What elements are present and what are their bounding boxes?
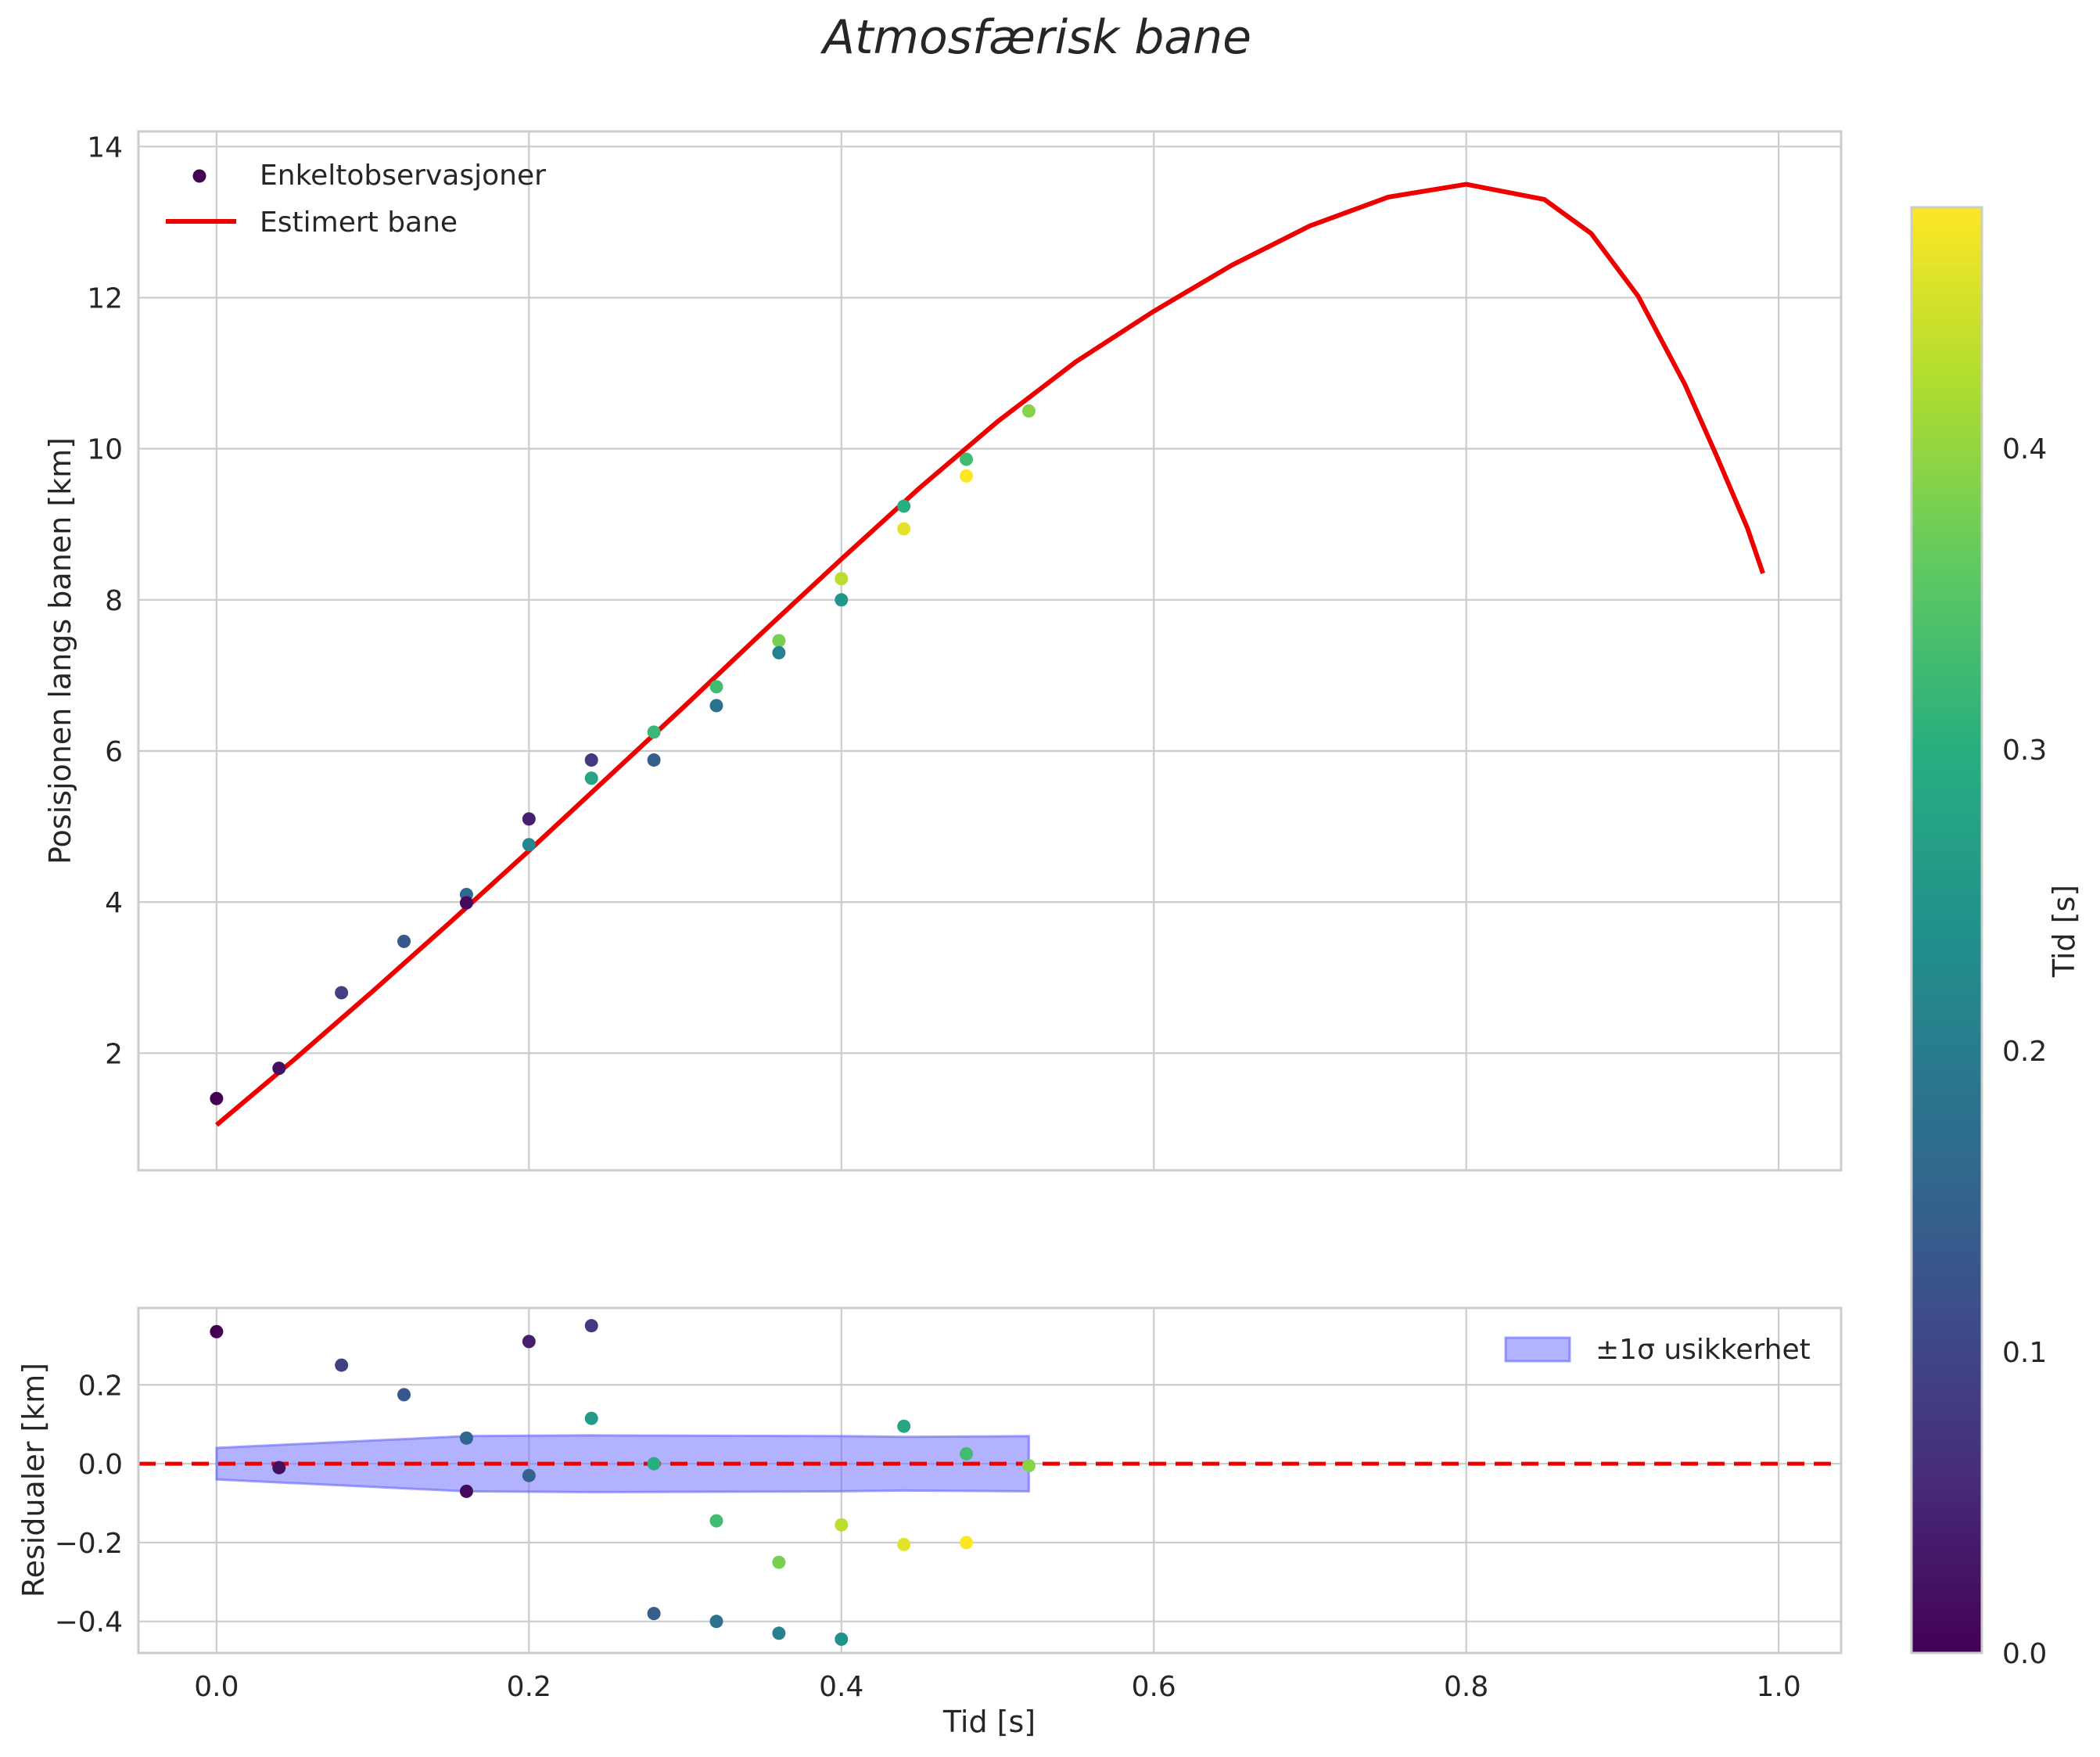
observation-points: [210, 404, 1036, 1105]
observation-point: [709, 699, 723, 713]
colorbar-tick-label: 0.4: [2002, 433, 2047, 465]
observation-point: [335, 986, 349, 1000]
legend-marker-observations: [192, 169, 206, 183]
residual-point: [397, 1388, 411, 1402]
top-y-tick-label: 10: [87, 434, 123, 466]
x-tick-label: 0.8: [1444, 1671, 1488, 1703]
bottom-y-tick-label: −0.4: [55, 1607, 123, 1639]
residual-point: [835, 1518, 849, 1532]
residual-point: [647, 1607, 661, 1621]
residual-point: [522, 1335, 536, 1349]
residual-point: [584, 1411, 598, 1425]
observation-point: [835, 572, 849, 586]
residual-point: [647, 1457, 661, 1471]
colorbar-gradient: [1910, 206, 1983, 1655]
colorbar-tick-label: 0.3: [2002, 735, 2047, 767]
observation-point: [897, 499, 911, 513]
legend-label-band: ±1σ usikkerhet: [1596, 1334, 1811, 1366]
observation-point: [709, 680, 723, 694]
colorbar-tick-label: 0.1: [2002, 1337, 2047, 1369]
observation-point: [522, 838, 536, 852]
residual-point: [960, 1446, 974, 1461]
top-y-tick-label: 14: [87, 131, 123, 163]
bottom-y-tick-labels: −0.4 −0.2 0.0 0.2: [55, 1370, 123, 1638]
x-tick-labels: 0.0 0.2 0.4 0.6 0.8 1.0: [194, 1671, 1801, 1703]
top-y-tick-labels: 2 4 6 8 10 12 14: [87, 131, 123, 1070]
observation-point: [584, 753, 598, 767]
colorbar-tick-label: 0.0: [2002, 1638, 2047, 1670]
bottom-y-tick-label: 0.0: [78, 1449, 123, 1481]
top-y-tick-label: 2: [105, 1038, 123, 1070]
residual-point: [772, 1626, 786, 1640]
x-tick-label: 0.2: [507, 1671, 551, 1703]
residual-point: [522, 1468, 536, 1482]
top-y-tick-label: 4: [105, 887, 123, 919]
colorbar-tick-labels: 0.0 0.1 0.2 0.3 0.4: [2002, 433, 2047, 1670]
bottom-axes-frame: [137, 1306, 1843, 1655]
residual-point: [897, 1419, 911, 1433]
top-y-tick-label: 12: [87, 282, 123, 314]
bottom-y-tick-label: 0.2: [78, 1370, 123, 1402]
observation-point: [397, 934, 411, 948]
estimated-trajectory-line: [214, 181, 1765, 1127]
observation-point: [584, 771, 598, 785]
colorbar-tick-label: 0.2: [2002, 1036, 2047, 1068]
observation-point: [647, 725, 661, 739]
residual-point: [835, 1632, 849, 1646]
observation-point: [960, 469, 974, 483]
bottom-y-tick-label: −0.2: [55, 1528, 123, 1560]
top-axes-frame: [137, 130, 1843, 1172]
x-axis-label: Tid [s]: [942, 1705, 1036, 1739]
residual-point: [960, 1536, 974, 1550]
bottom-legend: ±1σ usikkerhet: [1504, 1334, 1811, 1366]
residual-point: [210, 1324, 224, 1338]
chart-title: Atmosfærisk bane: [820, 10, 1251, 65]
residual-point: [459, 1431, 473, 1445]
legend-marker-band: [1504, 1336, 1571, 1363]
residual-point: [897, 1537, 911, 1551]
residual-point: [272, 1461, 286, 1475]
observation-point: [522, 812, 536, 826]
residual-point: [335, 1358, 349, 1372]
top-y-tick-label: 6: [105, 736, 123, 768]
residual-point: [1021, 1459, 1036, 1473]
x-tick-label: 0.0: [194, 1671, 239, 1703]
observation-point: [772, 645, 786, 659]
observation-point: [210, 1091, 224, 1105]
residual-point: [709, 1615, 723, 1629]
top-y-tick-label: 8: [105, 585, 123, 617]
observation-point: [960, 452, 974, 466]
residual-point: [772, 1555, 786, 1569]
observation-point: [1021, 404, 1036, 418]
x-tick-label: 0.4: [819, 1671, 863, 1703]
observation-point: [647, 753, 661, 767]
top-y-axis-label: Posisjonen langs banen [km]: [43, 437, 77, 864]
top-legend: Enkeltobservasjoner Estimert bane: [166, 160, 546, 239]
x-tick-label: 1.0: [1756, 1671, 1800, 1703]
observation-point: [897, 522, 911, 536]
top-grid: [138, 131, 1841, 1170]
residual-point: [459, 1484, 473, 1498]
trajectory-panel: 2 4 6 8 10 12 14 Posisjonen langs banen [km] E…: [43, 130, 1843, 1172]
colorbar: 0.0 0.1 0.2 0.3 0.4 Tid [s]: [1910, 206, 2081, 1670]
residual-point: [584, 1319, 598, 1333]
observation-point: [772, 634, 786, 648]
x-tick-label: 0.6: [1132, 1671, 1176, 1703]
bottom-y-axis-label: Residualer [km]: [16, 1363, 51, 1597]
residual-points: [210, 1319, 1036, 1646]
observation-point: [459, 896, 473, 910]
legend-label-estimated: Estimert bane: [260, 207, 458, 239]
observation-point: [272, 1062, 286, 1076]
residual-panel: −0.4 −0.2 0.0 0.2 0.0 0.2 0.4 0.6 0.8 1.0 Residu…: [16, 1306, 1843, 1739]
residual-point: [709, 1514, 723, 1528]
observation-point: [835, 593, 849, 607]
legend-label-observations: Enkeltobservasjoner: [260, 160, 546, 192]
colorbar-label: Tid [s]: [2047, 885, 2081, 978]
